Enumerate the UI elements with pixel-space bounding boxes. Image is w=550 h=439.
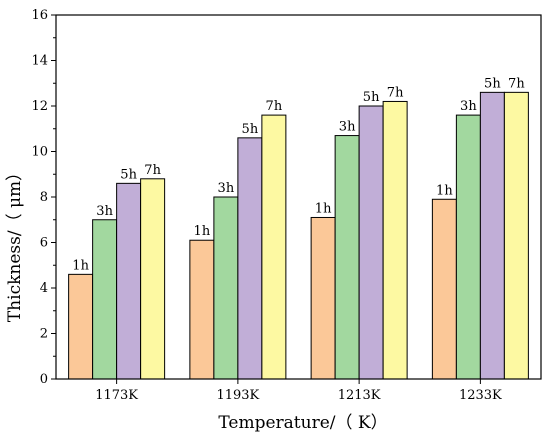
bar: [92, 219, 118, 380]
bar: [213, 196, 239, 380]
y-tick-label: 6: [40, 236, 48, 251]
bar-data-label: 7h: [387, 85, 404, 100]
bar: [116, 182, 142, 380]
y-tick-label: 2: [40, 327, 48, 342]
bar-data-label: 5h: [363, 90, 380, 105]
y-axis-title: Thickness/（ μm）: [5, 164, 25, 322]
bar-data-label: 5h: [484, 76, 501, 91]
bar: [358, 105, 384, 380]
y-tick-label: 16: [31, 8, 48, 23]
bar: [68, 273, 94, 380]
y-tick-label: 10: [31, 145, 48, 160]
bar-data-label: 1h: [436, 183, 453, 198]
plot-area: 0 2 4 6 8 10 12 14 16 1h 3h 5h 7h 1173K 1h 3h 5h 7h 1193K 1…: [31, 8, 542, 403]
bar: [382, 100, 408, 380]
bar-data-label: 7h: [144, 163, 161, 178]
bar: [503, 91, 529, 380]
x-tick-label: 1173K: [95, 388, 138, 403]
bar: [431, 198, 457, 380]
bar-data-label: 5h: [242, 122, 259, 137]
bar-data-label: 7h: [266, 99, 283, 114]
bar-data-label: 3h: [460, 99, 477, 114]
x-axis-title: Temperature/（ K）: [218, 413, 387, 433]
bar: [261, 114, 287, 380]
plot-frame: [55, 14, 542, 380]
y-axis-title-group: Thickness/（ μm）: [5, 164, 25, 322]
bar-data-label: 1h: [315, 201, 332, 216]
bar-data-label: 3h: [96, 204, 113, 219]
x-tick-label: 1233K: [459, 388, 502, 403]
x-tick-label: 1213K: [338, 388, 381, 403]
bar: [189, 239, 215, 380]
y-tick-label: 14: [31, 54, 48, 69]
x-tick-label: 1193K: [216, 388, 259, 403]
bar: [334, 135, 360, 380]
y-tick-label: 12: [31, 99, 48, 114]
bar: [455, 114, 481, 380]
bar: [140, 178, 166, 380]
bar-data-label: 1h: [194, 224, 211, 239]
bar-data-label: 1h: [72, 258, 89, 273]
y-tick-label: 8: [40, 190, 48, 205]
bar-data-label: 3h: [339, 120, 356, 135]
y-tick-label: 0: [40, 372, 48, 387]
bar: [237, 137, 263, 380]
bar: [479, 91, 505, 380]
bar: [310, 216, 336, 380]
bar-data-label: 3h: [218, 181, 235, 196]
y-tick-label: 4: [40, 281, 48, 296]
bar-data-label: 5h: [120, 167, 137, 182]
bar-data-label: 7h: [508, 76, 525, 91]
